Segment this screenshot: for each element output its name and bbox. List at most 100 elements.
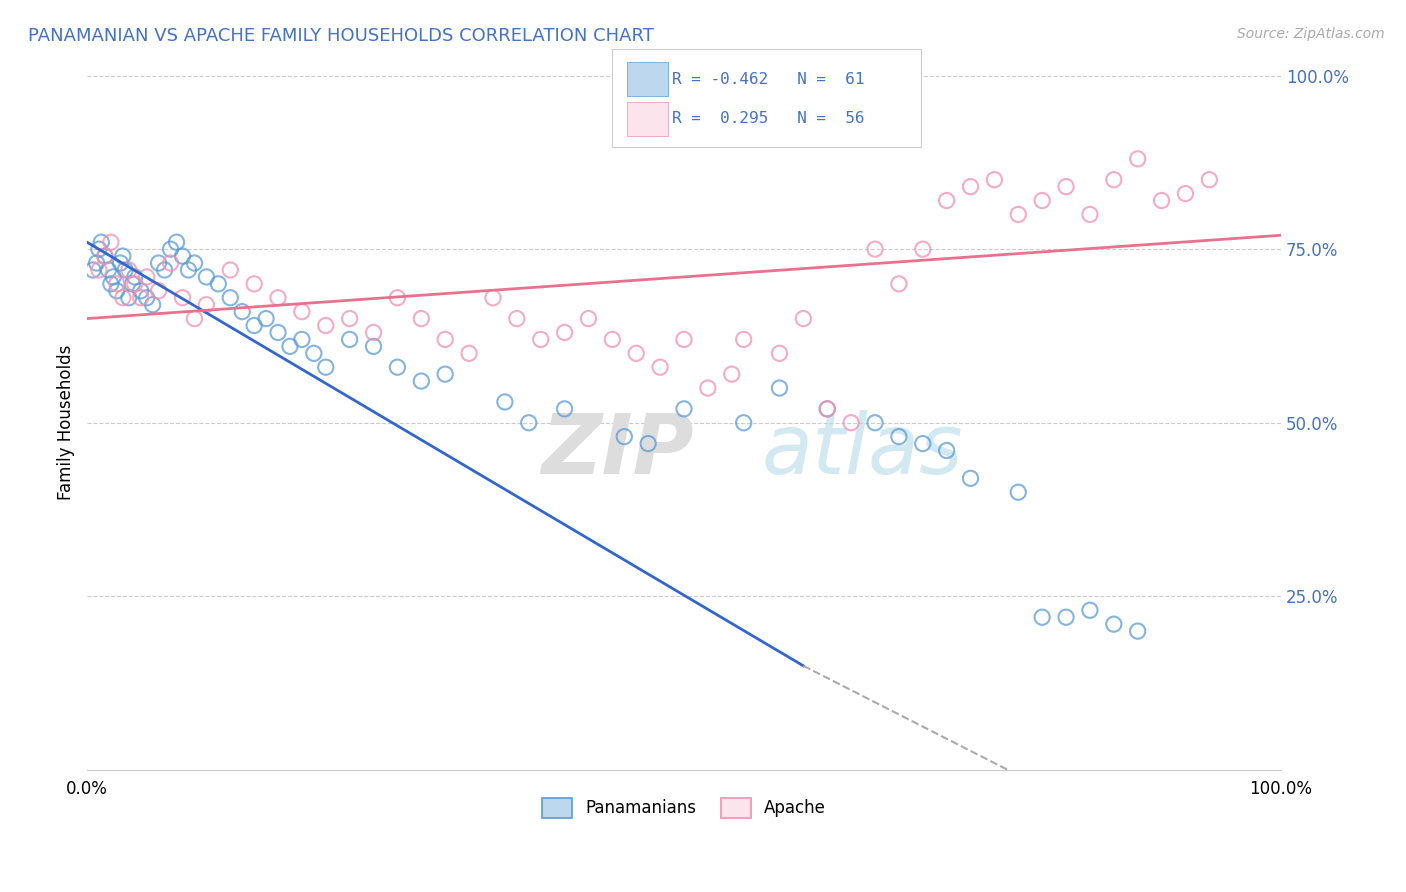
Point (959, 471, 981, 485)
Point (339, 333, 361, 347)
Point (148, 256, 170, 270)
Point (267, 291, 290, 305)
Point (105, 284, 128, 298)
Point (458, 346, 481, 360)
Point (177, 263, 200, 277)
Point (219, 291, 242, 305)
Point (554, 401, 576, 416)
Point (613, 430, 636, 444)
Point (278, 339, 301, 353)
Point (231, 304, 253, 318)
Point (1198, 172, 1220, 186)
Point (87, 242, 110, 256)
Point (911, 242, 934, 256)
Point (434, 367, 457, 381)
Point (135, 291, 157, 305)
Point (121, 277, 143, 291)
Point (111, 249, 134, 263)
Point (1078, 207, 1101, 221)
Point (195, 269, 218, 284)
Point (815, 401, 838, 416)
Point (815, 401, 838, 416)
Point (219, 263, 242, 277)
Point (935, 443, 957, 458)
Point (243, 277, 266, 291)
Point (387, 360, 409, 375)
Point (118, 263, 141, 277)
Point (124, 277, 146, 291)
Point (153, 263, 176, 277)
Point (1054, 610, 1077, 624)
Text: PANAMANIAN VS APACHE FAMILY HOUSEHOLDS CORRELATION CHART: PANAMANIAN VS APACHE FAMILY HOUSEHOLDS C… (28, 27, 654, 45)
Point (696, 381, 718, 395)
Point (1126, 152, 1149, 166)
Point (1031, 610, 1053, 624)
Point (82, 263, 104, 277)
Point (118, 291, 141, 305)
Point (94, 249, 117, 263)
Point (129, 291, 152, 305)
Point (733, 416, 755, 430)
Point (911, 436, 934, 450)
Point (1126, 624, 1149, 639)
Point (94, 249, 117, 263)
Point (1078, 603, 1101, 617)
Point (159, 242, 181, 256)
Point (434, 333, 457, 347)
Point (97, 263, 120, 277)
Point (768, 346, 790, 360)
Point (105, 277, 128, 291)
Point (672, 333, 695, 347)
Point (530, 333, 553, 347)
Point (578, 311, 600, 326)
Point (887, 277, 910, 291)
Point (183, 256, 205, 270)
Point (315, 360, 337, 375)
Point (148, 284, 170, 298)
Y-axis label: Family Households: Family Households (58, 345, 75, 500)
Point (207, 277, 229, 291)
Text: atlas: atlas (762, 410, 963, 491)
Point (792, 311, 814, 326)
Point (254, 311, 277, 326)
Point (839, 416, 862, 430)
Point (494, 395, 516, 409)
Point (624, 346, 647, 360)
Point (411, 374, 433, 388)
Point (1031, 194, 1053, 208)
Point (1150, 194, 1173, 208)
Point (110, 256, 132, 270)
Point (602, 333, 624, 347)
Point (159, 256, 181, 270)
Point (195, 298, 218, 312)
Point (411, 311, 433, 326)
Point (103, 269, 125, 284)
Point (733, 333, 755, 347)
Point (100, 235, 122, 250)
Point (291, 333, 314, 347)
Point (1007, 485, 1029, 500)
Point (87, 263, 110, 277)
Point (86, 256, 108, 270)
Point (554, 326, 576, 340)
Point (1174, 186, 1197, 201)
Point (768, 381, 790, 395)
Point (506, 311, 529, 326)
Point (172, 249, 194, 263)
Point (114, 263, 136, 277)
Point (183, 311, 205, 326)
Text: R = -0.462   N =  61: R = -0.462 N = 61 (672, 72, 865, 87)
Point (243, 318, 266, 333)
Point (720, 367, 742, 381)
Point (166, 235, 188, 250)
Text: ZIP: ZIP (541, 410, 693, 491)
Point (129, 284, 152, 298)
Point (1102, 617, 1125, 632)
Point (1054, 179, 1077, 194)
Text: Source: ZipAtlas.com: Source: ZipAtlas.com (1237, 27, 1385, 41)
Point (935, 194, 957, 208)
Point (637, 436, 659, 450)
Point (363, 326, 385, 340)
Point (672, 401, 695, 416)
Point (648, 360, 671, 375)
